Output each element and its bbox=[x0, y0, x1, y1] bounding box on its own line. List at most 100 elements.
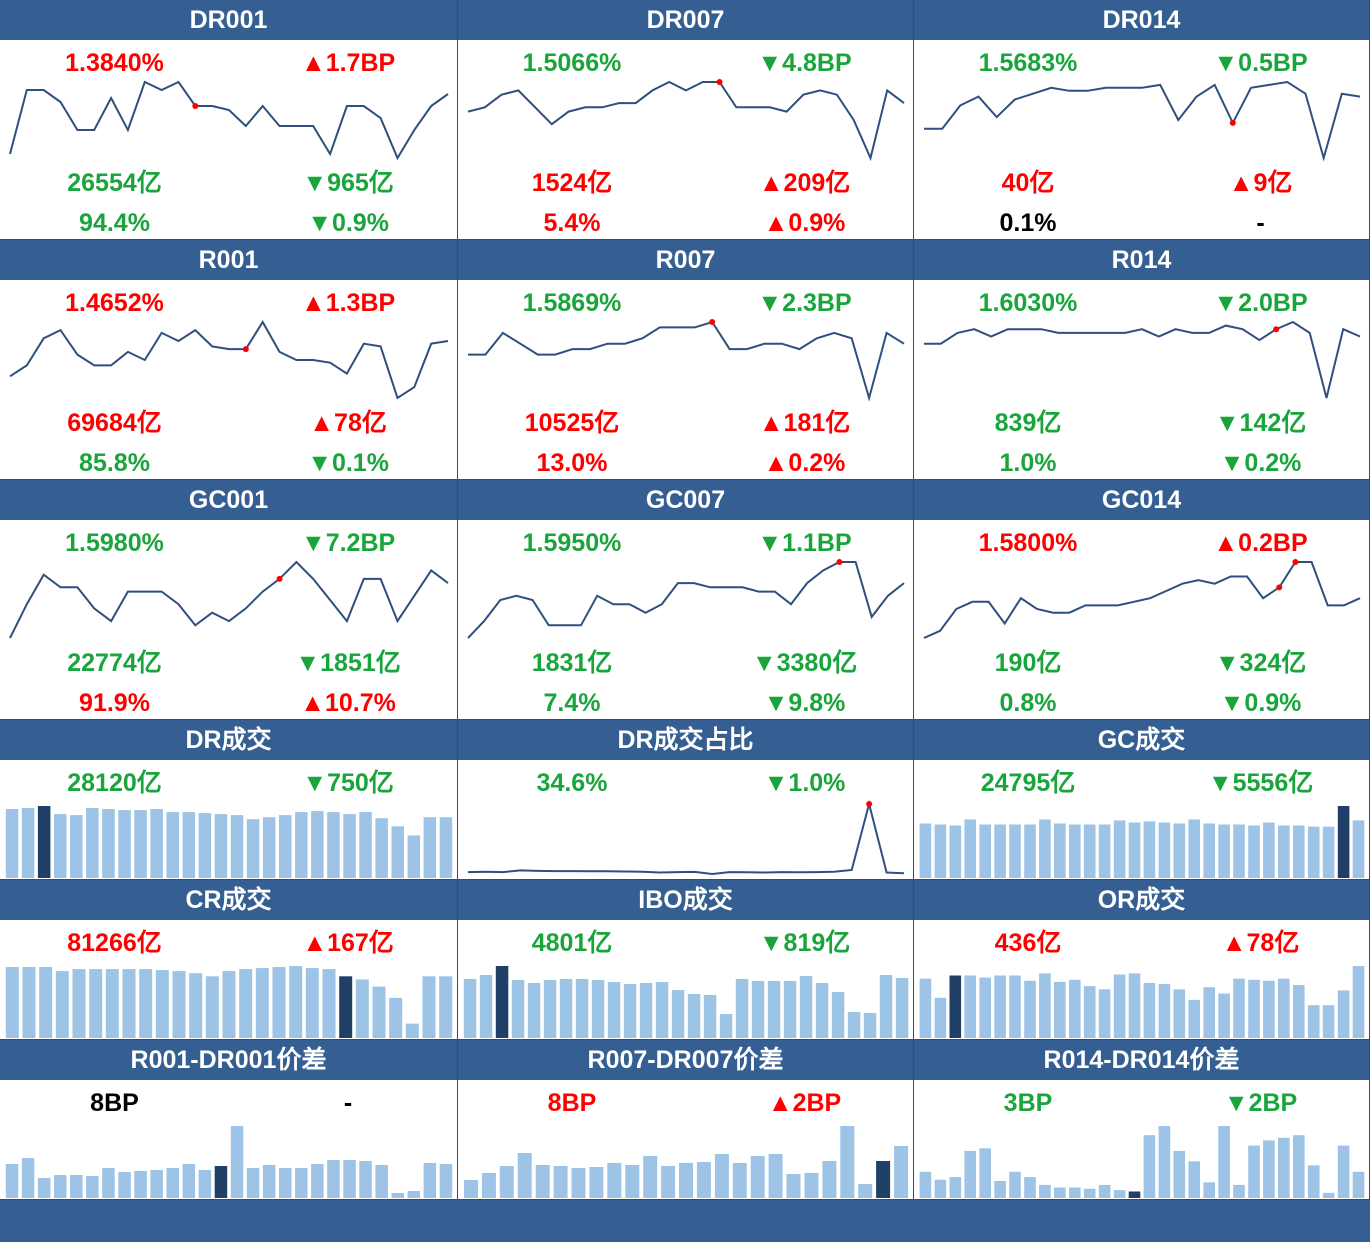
series-line bbox=[9, 80, 449, 161]
primary-value: 1.5950% bbox=[522, 529, 622, 557]
bar bbox=[230, 1126, 244, 1198]
bar bbox=[671, 990, 685, 1038]
bar bbox=[1248, 979, 1260, 1038]
bar bbox=[463, 979, 477, 1038]
panel-3: DR014 1.5683% ▼0.5BP 40亿 ▲9亿 0.1% - bbox=[914, 0, 1370, 240]
share-change: ▼0.2% bbox=[1219, 449, 1302, 477]
panel-title: DR001 bbox=[0, 0, 457, 40]
bar bbox=[86, 1176, 99, 1198]
bar bbox=[464, 1180, 478, 1198]
primary-value: 28120亿 bbox=[67, 769, 162, 797]
bar bbox=[239, 969, 253, 1038]
bar bbox=[1113, 1190, 1126, 1198]
bar bbox=[21, 1158, 35, 1198]
bar bbox=[122, 969, 136, 1038]
volume-change: ▼1851亿 bbox=[295, 649, 401, 677]
bar bbox=[182, 812, 196, 878]
panel-title: CR成交 bbox=[0, 880, 457, 920]
share-value: 5.4% bbox=[543, 209, 601, 237]
primary-value: 8BP bbox=[547, 1089, 597, 1117]
sparkline-chart bbox=[9, 560, 449, 639]
bar bbox=[105, 969, 119, 1038]
bar bbox=[1173, 1150, 1186, 1198]
panel-title: DR成交 bbox=[0, 720, 457, 760]
panel-11: DR成交占比 34.6% ▼1.0% bbox=[458, 720, 914, 880]
primary-change: ▲0.2BP bbox=[1213, 529, 1308, 557]
bar bbox=[623, 984, 637, 1038]
bar bbox=[575, 979, 589, 1038]
bar bbox=[1083, 1188, 1096, 1198]
panel-title: GC007 bbox=[458, 480, 913, 520]
bar bbox=[102, 1168, 115, 1198]
bar bbox=[719, 1014, 733, 1038]
bar bbox=[102, 809, 115, 878]
bar bbox=[1113, 974, 1126, 1038]
bar-chart bbox=[5, 1126, 453, 1198]
panel-title: R007-DR007价差 bbox=[458, 1040, 913, 1080]
bar bbox=[553, 1166, 568, 1198]
bar bbox=[517, 1153, 532, 1198]
share-value: 0.8% bbox=[999, 689, 1057, 717]
panel-16: R001-DR001价差 8BP - bbox=[0, 1040, 458, 1200]
bar bbox=[831, 992, 845, 1038]
bar bbox=[1098, 989, 1111, 1038]
sparkline-chart bbox=[468, 319, 905, 402]
bar bbox=[1188, 1161, 1200, 1198]
primary-change: ▼819亿 bbox=[758, 929, 851, 957]
share-value: 7.4% bbox=[543, 689, 601, 717]
bar bbox=[643, 1156, 658, 1198]
panel-title: DR成交占比 bbox=[458, 720, 913, 760]
peak-marker bbox=[1276, 584, 1283, 591]
bar bbox=[339, 976, 353, 1038]
panel-17: R007-DR007价差 8BP ▲2BP bbox=[458, 1040, 914, 1200]
primary-value: 1.5683% bbox=[978, 49, 1078, 77]
primary-change: ▼4.8BP bbox=[757, 49, 852, 77]
bar bbox=[1069, 824, 1081, 878]
bar bbox=[118, 810, 131, 878]
bar bbox=[37, 1178, 51, 1198]
bar bbox=[189, 973, 203, 1038]
bar bbox=[571, 1168, 586, 1198]
bar bbox=[166, 1168, 179, 1198]
bar bbox=[1233, 824, 1245, 878]
bar bbox=[1009, 1171, 1021, 1198]
bar bbox=[1218, 993, 1230, 1038]
bar bbox=[625, 1165, 640, 1198]
primary-change: ▼750亿 bbox=[302, 769, 394, 797]
bar bbox=[214, 1166, 228, 1198]
series-line bbox=[9, 560, 449, 639]
share-change: ▲10.7% bbox=[300, 689, 396, 717]
primary-value: 4801亿 bbox=[531, 929, 613, 957]
share-value: 85.8% bbox=[79, 449, 150, 477]
bar bbox=[439, 1164, 453, 1198]
peak-marker bbox=[192, 103, 199, 109]
bar bbox=[439, 817, 453, 878]
bar bbox=[5, 1164, 19, 1198]
bar bbox=[37, 806, 51, 878]
panel-2: DR007 1.5066% ▼4.8BP 1524亿 ▲209亿 5.4% ▲0.9% bbox=[458, 0, 914, 240]
bar bbox=[495, 966, 509, 1038]
bar bbox=[895, 978, 909, 1038]
bar bbox=[1278, 1137, 1290, 1198]
primary-change: ▲1.7BP bbox=[300, 49, 396, 77]
bar-chart bbox=[464, 1126, 909, 1198]
bar bbox=[919, 823, 932, 878]
bar bbox=[70, 815, 83, 878]
peak-marker bbox=[276, 575, 283, 582]
bar bbox=[405, 1023, 419, 1038]
bar bbox=[1263, 822, 1275, 878]
panel-9: GC014 1.5800% ▲0.2BP 190亿 ▼324亿 0.8% ▼0.9% bbox=[914, 480, 1370, 720]
panel-title: R001-DR001价差 bbox=[0, 1040, 457, 1080]
bar bbox=[372, 986, 386, 1038]
bar bbox=[423, 1163, 437, 1198]
bar bbox=[1143, 982, 1156, 1038]
bar bbox=[246, 1168, 260, 1198]
bar bbox=[964, 975, 976, 1038]
panel-6: R014 1.6030% ▼2.0BP 839亿 ▼142亿 1.0% ▼0.2% bbox=[914, 240, 1370, 480]
bar bbox=[279, 1168, 292, 1198]
volume-change: ▲9亿 bbox=[1228, 169, 1293, 197]
bar bbox=[1009, 824, 1021, 878]
bar bbox=[1337, 990, 1350, 1038]
bar bbox=[311, 1164, 324, 1198]
volume-value: 1831亿 bbox=[531, 649, 613, 677]
